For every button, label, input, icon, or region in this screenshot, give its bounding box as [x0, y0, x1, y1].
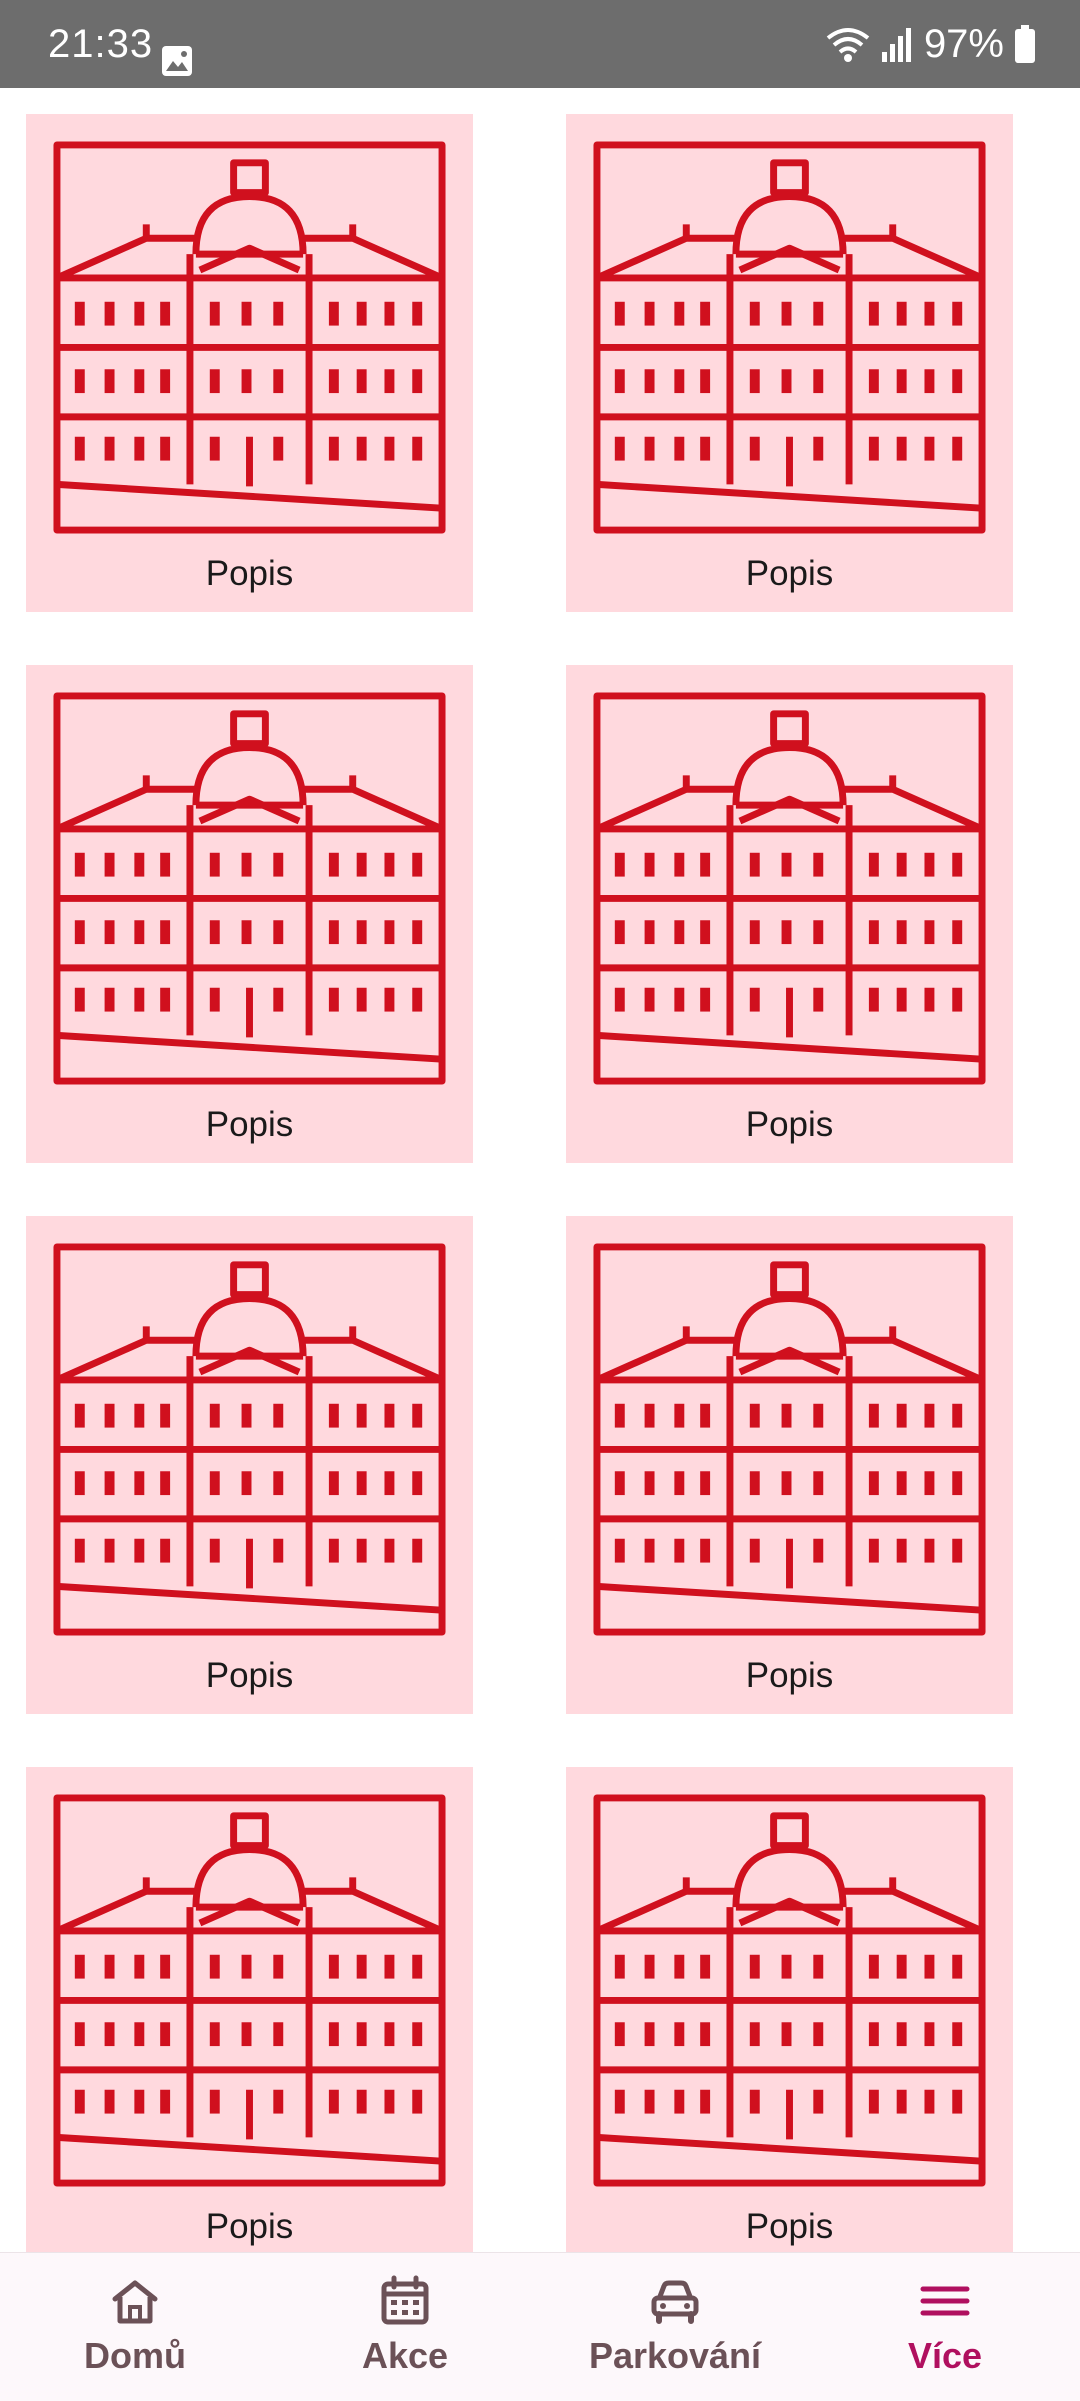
town-hall-building-icon [591, 1241, 988, 1638]
card-label: Popis [205, 554, 294, 593]
nav-item-events[interactable]: Akce [270, 2253, 540, 2401]
nav-label-more: Více [907, 2335, 983, 2376]
battery-icon [1014, 24, 1036, 64]
car-icon [651, 2280, 699, 2324]
content-grid: Popis Popis Popis Popis Popis Popis Popi… [0, 88, 1080, 2252]
town-hall-building-icon [51, 690, 448, 1087]
grid-card[interactable]: Popis [26, 1767, 473, 2252]
nav-label-parking: Parkování [588, 2335, 762, 2376]
town-hall-building-icon [591, 139, 988, 536]
nav-label-home: Domů [84, 2335, 186, 2376]
card-label: Popis [745, 1656, 834, 1695]
signal-icon [880, 24, 914, 64]
wifi-icon [826, 24, 870, 64]
nav-item-parking[interactable]: Parkování [540, 2253, 810, 2401]
grid-card[interactable]: Popis [566, 1216, 1013, 1714]
nav-item-home[interactable]: Domů [0, 2253, 270, 2401]
town-hall-building-icon [51, 1792, 448, 2189]
menu-icon [920, 2286, 970, 2316]
card-label: Popis [205, 1656, 294, 1695]
calendar-icon [381, 2275, 429, 2325]
nav-label-events: Akce [361, 2335, 449, 2376]
town-hall-building-icon [591, 690, 988, 1087]
gallery-icon [160, 44, 194, 78]
town-hall-building-icon [51, 1241, 448, 1638]
town-hall-building-icon [591, 1792, 988, 2189]
status-bar: 21:33 97% [0, 0, 1080, 88]
grid-card[interactable]: Popis [26, 1216, 473, 1714]
grid-card[interactable]: Popis [26, 665, 473, 1163]
status-time: 21:33 [48, 22, 154, 66]
bottom-navigation: Domů Akce Parkování Více [0, 2252, 1080, 2401]
card-label: Popis [205, 1105, 294, 1144]
town-hall-building-icon [51, 139, 448, 536]
home-icon [112, 2280, 158, 2324]
grid-card[interactable]: Popis [566, 114, 1013, 612]
grid-card[interactable]: Popis [566, 665, 1013, 1163]
card-label: Popis [745, 2207, 834, 2246]
card-label: Popis [205, 2207, 294, 2246]
grid-card[interactable]: Popis [26, 114, 473, 612]
card-label: Popis [745, 1105, 834, 1144]
nav-item-more[interactable]: Více [810, 2253, 1080, 2401]
card-label: Popis [745, 554, 834, 593]
battery-percent: 97% [923, 21, 1004, 66]
grid-card[interactable]: Popis [566, 1767, 1013, 2252]
